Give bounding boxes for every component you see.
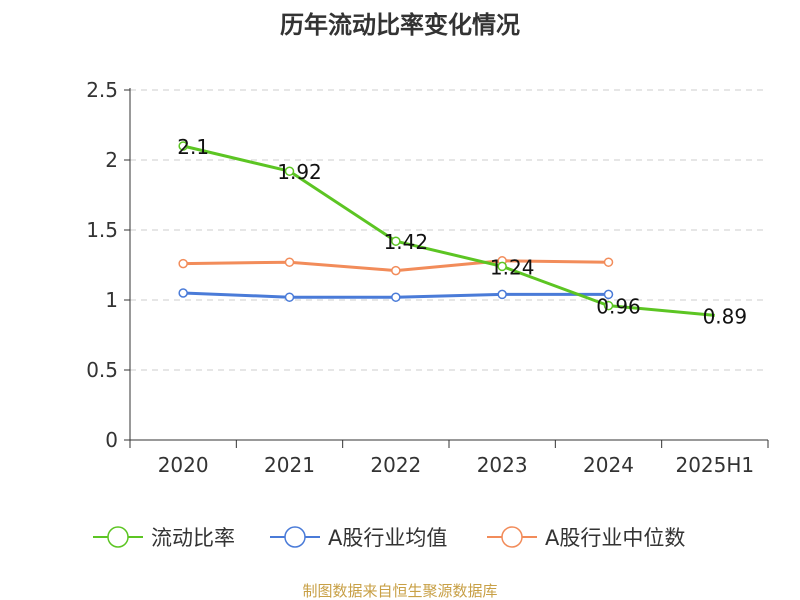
- y-tick-label: 2.5: [86, 78, 118, 102]
- y-tick-label: 1: [105, 288, 118, 312]
- series-group: [178, 141, 715, 317]
- data-point[interactable]: [391, 292, 401, 302]
- data-label: 1.42: [384, 230, 429, 254]
- legend-marker: [501, 526, 523, 548]
- data-label: 1.24: [490, 255, 535, 279]
- axes: 0 0.5 1 1.5 2 2.5 2020 2021 2022 2023 2024 2025H1: [86, 78, 769, 477]
- legend-item[interactable]: A股行业中位数: [487, 526, 685, 550]
- data-point[interactable]: [284, 257, 295, 267]
- data-point[interactable]: [391, 265, 401, 276]
- data-point[interactable]: [603, 257, 614, 267]
- y-tick-label: 2: [105, 148, 118, 172]
- x-tick-label: 2021: [264, 453, 315, 477]
- y-tick-label: 0.5: [86, 358, 118, 382]
- data-point[interactable]: [603, 289, 614, 300]
- data-label: 2.1: [177, 135, 209, 159]
- chart-title: 历年流动比率变化情况: [280, 11, 520, 39]
- x-tick-label: 2023: [477, 453, 528, 477]
- y-tick-label: 1.5: [86, 218, 118, 242]
- legend-item[interactable]: A股行业均值: [270, 526, 447, 550]
- data-point[interactable]: [391, 236, 401, 246]
- data-point[interactable]: [178, 288, 188, 298]
- y-tick-label: 0: [105, 428, 118, 452]
- source-note: 制图数据来自恒生聚源数据库: [302, 582, 497, 600]
- data-point[interactable]: [178, 141, 188, 151]
- data-label: 0.96: [596, 295, 641, 319]
- data-point[interactable]: [497, 261, 507, 272]
- data-point[interactable]: [284, 292, 295, 302]
- gridlines: [130, 89, 768, 371]
- legend-item[interactable]: 流动比率: [93, 526, 235, 550]
- x-tick-label: 2024: [583, 453, 634, 477]
- x-tick-label: 2022: [370, 453, 421, 477]
- legend-label: A股行业均值: [328, 526, 447, 550]
- data-point[interactable]: [497, 289, 507, 300]
- data-point[interactable]: [178, 258, 188, 269]
- series-line: [182, 144, 715, 317]
- x-tick-label: 2020: [158, 453, 209, 477]
- legend[interactable]: 流动比率 A股行业均值 A股行业中位数: [93, 526, 685, 550]
- data-labels: 2.1 1.92 1.42 1.24 0.96 0.89: [177, 135, 747, 328]
- legend-label: A股行业中位数: [545, 526, 685, 550]
- data-point[interactable]: [603, 300, 614, 311]
- data-label: 0.89: [703, 304, 748, 328]
- legend-marker: [107, 526, 129, 548]
- legend-marker: [284, 526, 306, 548]
- x-tick-label: 2025H1: [675, 453, 754, 477]
- data-label: 1.92: [277, 160, 322, 184]
- legend-label: 流动比率: [151, 526, 235, 550]
- data-point[interactable]: [284, 166, 295, 176]
